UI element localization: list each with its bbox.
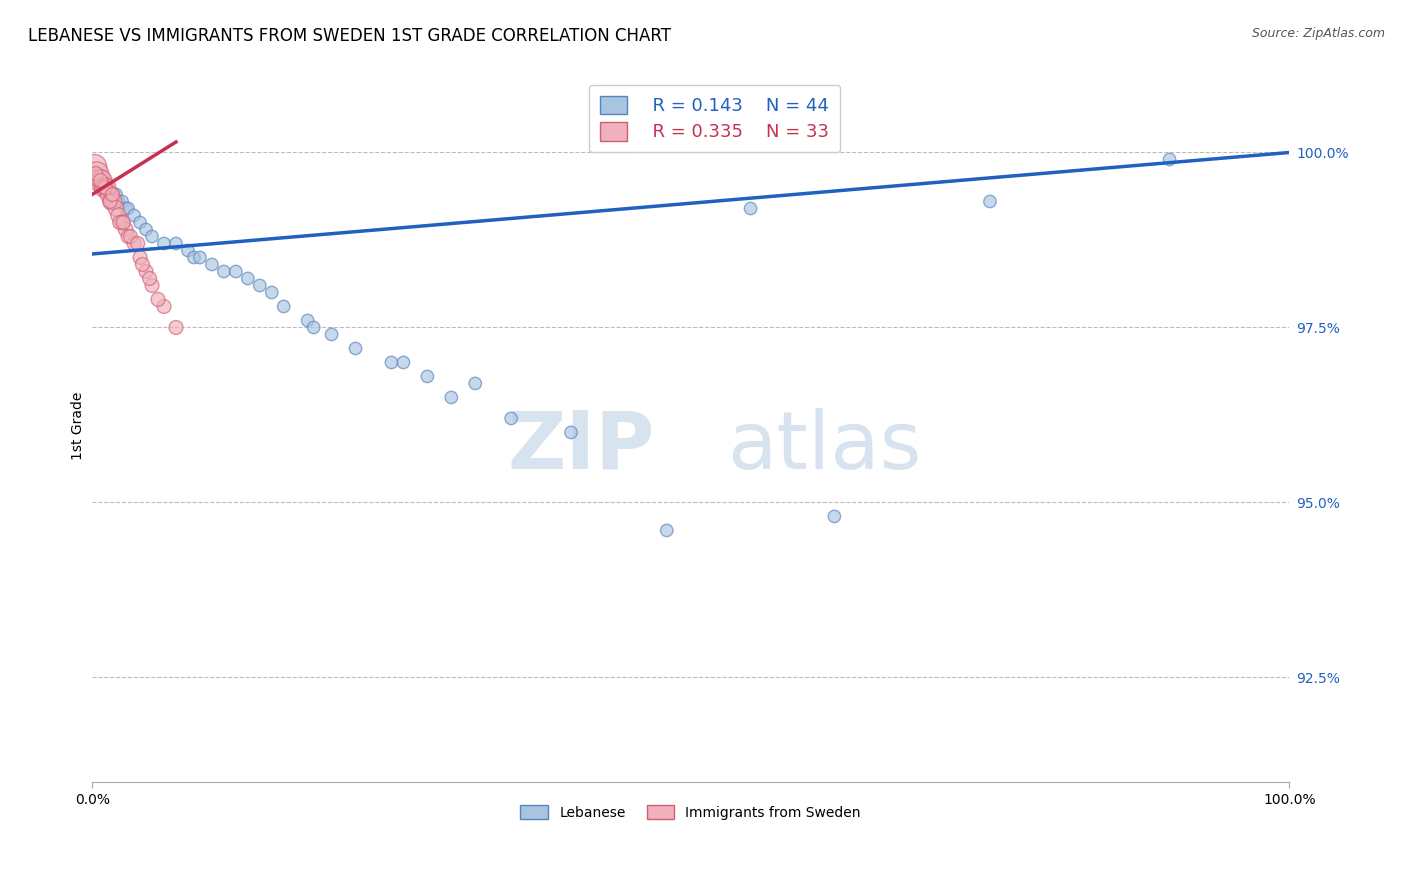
Point <box>392 355 415 369</box>
Point <box>103 187 125 202</box>
Point <box>122 236 145 251</box>
Point <box>740 202 762 216</box>
Text: ZIP: ZIP <box>508 408 655 486</box>
Point <box>117 202 139 216</box>
Point <box>84 167 107 181</box>
Text: LEBANESE VS IMMIGRANTS FROM SWEDEN 1ST GRADE CORRELATION CHART: LEBANESE VS IMMIGRANTS FROM SWEDEN 1ST G… <box>28 27 671 45</box>
Point <box>111 215 134 229</box>
Point <box>127 236 149 251</box>
Point <box>344 342 367 356</box>
Point <box>655 524 678 538</box>
Point <box>146 293 169 307</box>
Point <box>101 187 124 202</box>
Point <box>141 229 163 244</box>
Point <box>111 194 134 209</box>
Point <box>103 194 125 209</box>
Point <box>90 173 112 187</box>
Point <box>165 236 187 251</box>
Point <box>177 244 200 258</box>
Point <box>129 215 152 229</box>
Point <box>94 180 117 194</box>
Point <box>108 215 131 229</box>
Point <box>87 173 110 187</box>
Point <box>93 180 115 194</box>
Point <box>165 320 187 334</box>
Point <box>86 167 108 181</box>
Point <box>112 215 135 229</box>
Point <box>201 257 224 271</box>
Point <box>129 251 152 265</box>
Point <box>98 187 121 202</box>
Point <box>131 257 153 271</box>
Point <box>120 229 142 244</box>
Point <box>141 278 163 293</box>
Point <box>122 209 145 223</box>
Point <box>979 194 1001 209</box>
Point <box>114 202 136 216</box>
Point <box>100 194 122 209</box>
Point <box>188 251 211 265</box>
Point <box>236 271 259 285</box>
Point <box>96 180 118 194</box>
Point <box>135 264 157 278</box>
Text: Source: ZipAtlas.com: Source: ZipAtlas.com <box>1251 27 1385 40</box>
Point <box>249 278 271 293</box>
Point <box>321 327 343 342</box>
Point <box>135 222 157 236</box>
Point <box>501 411 523 425</box>
Point <box>117 229 139 244</box>
Point <box>212 264 235 278</box>
Point <box>416 369 439 384</box>
Point <box>464 376 486 391</box>
Point <box>302 320 325 334</box>
Point <box>83 160 105 174</box>
Legend: Lebanese, Immigrants from Sweden: Lebanese, Immigrants from Sweden <box>515 799 866 825</box>
Point <box>114 222 136 236</box>
Point <box>1159 153 1181 167</box>
Point <box>153 236 176 251</box>
Point <box>97 187 120 202</box>
Point <box>93 180 115 194</box>
Point <box>89 173 111 187</box>
Point <box>273 300 295 314</box>
Point <box>138 271 160 285</box>
Point <box>107 194 129 209</box>
Point <box>96 180 118 194</box>
Point <box>91 180 114 194</box>
Y-axis label: 1st Grade: 1st Grade <box>72 392 86 459</box>
Point <box>105 187 128 202</box>
Point <box>183 251 205 265</box>
Point <box>90 173 112 187</box>
Point <box>90 180 112 194</box>
Text: atlas: atlas <box>727 408 921 486</box>
Point <box>560 425 582 440</box>
Point <box>153 300 176 314</box>
Point <box>297 313 319 327</box>
Point <box>823 509 845 524</box>
Point <box>98 194 121 209</box>
Point <box>105 202 128 216</box>
Point <box>380 355 402 369</box>
Point <box>260 285 283 300</box>
Point <box>84 167 107 181</box>
Point <box>440 391 463 405</box>
Point <box>225 264 247 278</box>
Point <box>107 209 129 223</box>
